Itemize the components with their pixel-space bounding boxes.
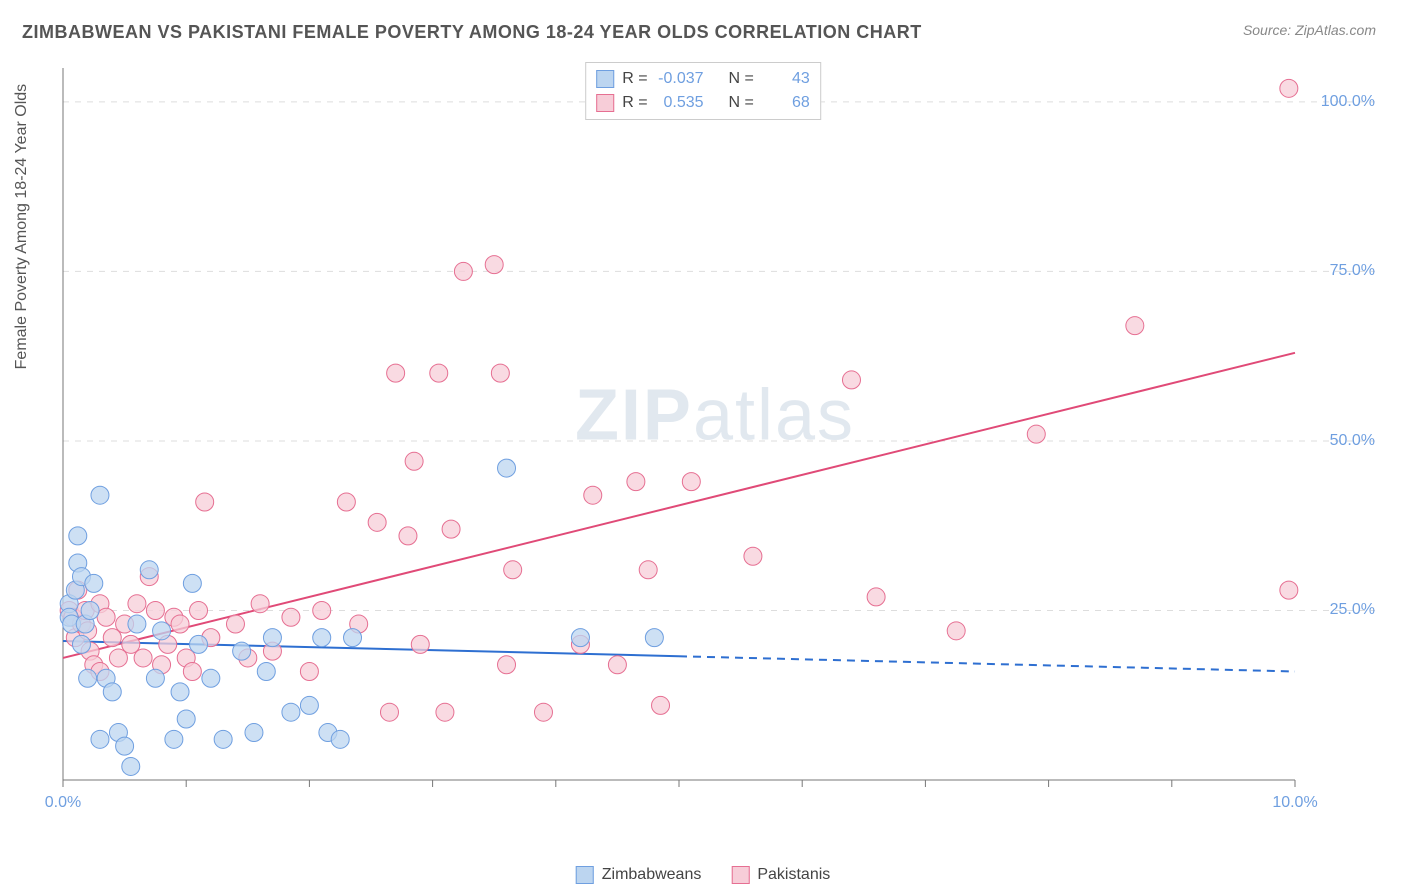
n-label: N = xyxy=(728,67,753,91)
r-label: R = xyxy=(622,67,647,91)
y-axis-label: Female Poverty Among 18-24 Year Olds xyxy=(13,84,31,370)
stats-legend: R = -0.037 N = 43 R = 0.535 N = 68 xyxy=(585,62,821,120)
stats-row-zimbabweans: R = -0.037 N = 43 xyxy=(596,67,810,91)
swatch-zimbabweans xyxy=(596,70,614,88)
bottom-legend: Zimbabweans Pakistanis xyxy=(576,866,831,884)
y-tick-label: 100.0% xyxy=(1321,93,1375,111)
n-value-pakistanis: 68 xyxy=(762,91,810,115)
swatch-pakistanis xyxy=(596,94,614,112)
x-tick-label: 0.0% xyxy=(45,794,81,812)
legend-item-pakistanis: Pakistanis xyxy=(731,866,830,884)
scatter-plot-svg xyxy=(55,60,1375,820)
legend-label-zimbabweans: Zimbabweans xyxy=(602,866,702,884)
swatch-pakistanis xyxy=(731,866,749,884)
y-tick-label: 50.0% xyxy=(1330,432,1375,450)
y-tick-label: 25.0% xyxy=(1330,601,1375,619)
legend-item-zimbabweans: Zimbabweans xyxy=(576,866,702,884)
stats-row-pakistanis: R = 0.535 N = 68 xyxy=(596,91,810,115)
y-tick-label: 75.0% xyxy=(1330,262,1375,280)
n-label: N = xyxy=(728,91,753,115)
chart-title: ZIMBABWEAN VS PAKISTANI FEMALE POVERTY A… xyxy=(22,22,922,43)
r-value-zimbabweans: -0.037 xyxy=(656,67,704,91)
plot-area: ZIPatlas xyxy=(55,60,1375,820)
x-tick-label: 10.0% xyxy=(1272,794,1317,812)
r-value-pakistanis: 0.535 xyxy=(656,91,704,115)
legend-label-pakistanis: Pakistanis xyxy=(757,866,830,884)
source-attribution: Source: ZipAtlas.com xyxy=(1243,22,1376,38)
chart-container: ZIMBABWEAN VS PAKISTANI FEMALE POVERTY A… xyxy=(0,0,1406,892)
swatch-zimbabweans xyxy=(576,866,594,884)
n-value-zimbabweans: 43 xyxy=(762,67,810,91)
r-label: R = xyxy=(622,91,647,115)
